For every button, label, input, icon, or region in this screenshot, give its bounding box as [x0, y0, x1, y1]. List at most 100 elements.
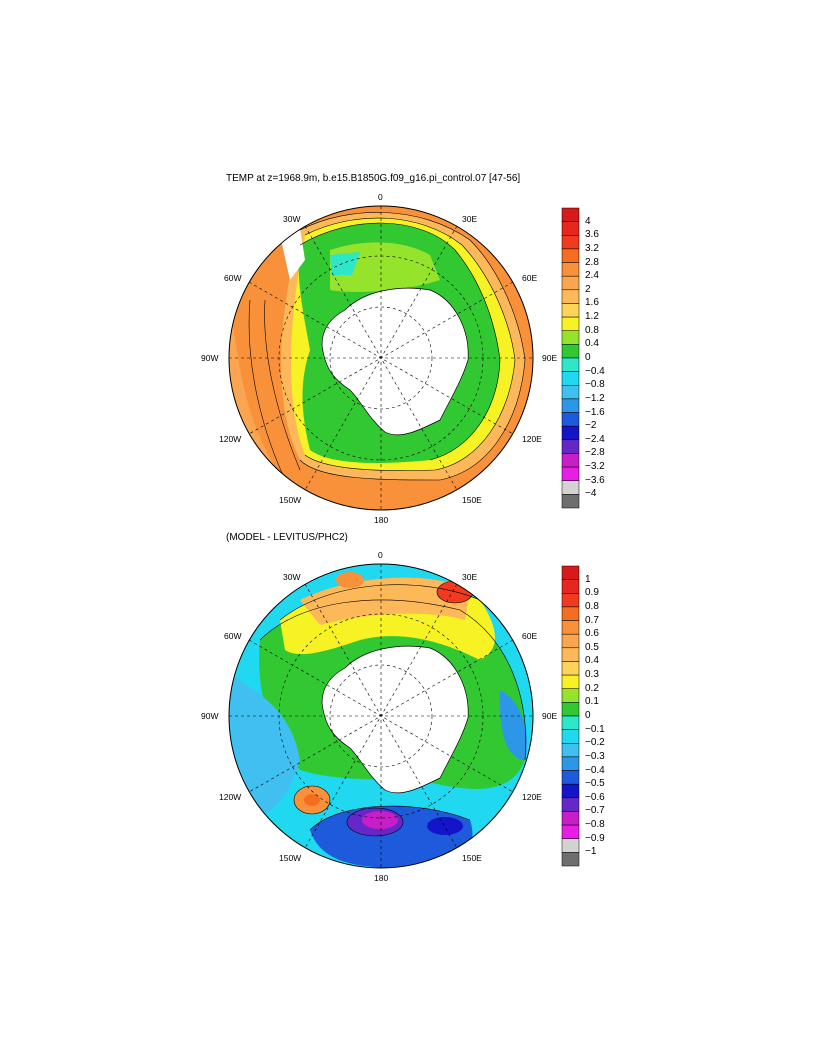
top-colorbar-box — [561, 425, 580, 441]
top-colorbar-box — [561, 344, 580, 359]
top-colorbar-tick-label: −2.8 — [585, 447, 605, 459]
bottom-lon-60e: 60E — [522, 631, 538, 641]
top-colorbar-box — [561, 303, 580, 318]
top-colorbar-box — [561, 453, 580, 468]
bottom-colorbar-tick-label: −0.4 — [585, 764, 605, 776]
bottom-colorbar-tick-label: 0.8 — [585, 600, 599, 612]
bottom-colorbar — [561, 565, 580, 867]
top-colorbar-box — [561, 207, 580, 222]
top-colorbar-tick-label: 2 — [585, 283, 591, 295]
top-colorbar-box — [561, 248, 580, 263]
top-colorbar-box — [561, 275, 580, 291]
bottom-colorbar-tick-label: 0.9 — [585, 587, 599, 599]
bottom-colorbar-tick-label: 0.3 — [585, 669, 599, 681]
bottom-lon-120w: 120W — [219, 792, 242, 802]
bottom-lon-90e: 90E — [542, 711, 558, 721]
top-colorbar-box — [561, 316, 580, 331]
top-colorbar-tick-label: −4 — [585, 488, 597, 500]
bottom-colorbar-box — [561, 579, 580, 594]
bottom-colorbar-tick-label: −0.3 — [585, 750, 605, 762]
top-colorbar-tick-label: −0.8 — [585, 379, 605, 391]
top-colorbar-box — [561, 221, 580, 236]
bottom-lon-180: 180 — [374, 873, 389, 883]
top-colorbar-tick-label: −0.4 — [585, 365, 605, 377]
bottom-colorbar-box — [561, 770, 580, 785]
top-lon-60e: 60E — [522, 273, 538, 283]
top-lon-120w: 120W — [219, 434, 242, 444]
top-map-title: TEMP at z=1968.9m, b.e15.B1850G.f09_g16.… — [226, 173, 521, 184]
top-colorbar-box — [561, 494, 580, 509]
bottom-colorbar-box — [561, 756, 580, 771]
bottom-colorbar-tick-label: 0 — [585, 710, 591, 721]
top-colorbar-tick-label: −1.2 — [585, 392, 605, 404]
bottom-colorbar-tick-label: 0.7 — [585, 614, 599, 626]
bottom-colorbar-tick-label: −0.7 — [585, 805, 605, 817]
bottom-colorbar-tick-label: −0.9 — [585, 832, 605, 844]
bottom-colorbar-tick-label: −0.5 — [585, 778, 605, 790]
bottom-colorbar-box — [561, 852, 580, 867]
top-colorbar-tick-label: −2.4 — [585, 433, 605, 445]
bottom-colorbar-box — [561, 688, 580, 703]
bottom-lon-0: 0 — [378, 550, 383, 560]
top-colorbar-tick-label: 0 — [585, 352, 591, 363]
bottom-colorbar-tick-label: −0.2 — [585, 737, 605, 749]
bottom-colorbar-box — [561, 565, 580, 580]
bottom-lon-90w: 90W — [201, 711, 219, 721]
bottom-lon-120e: 120E — [522, 792, 542, 802]
top-colorbar-tick-label: −3.2 — [585, 461, 605, 473]
bottom-map — [228, 563, 534, 869]
bottom-colorbar-tick-label: −0.6 — [585, 791, 605, 803]
top-colorbar-tick-label: 0.8 — [585, 324, 599, 336]
top-colorbar-box — [561, 439, 580, 454]
bottom-colorbar-tick-label: 0.1 — [585, 696, 599, 708]
bottom-colorbar-tick-label: −1 — [585, 846, 597, 858]
bottom-colorbar-box — [561, 661, 580, 676]
bottom-colorbar-tick-label: 0.6 — [585, 628, 599, 640]
top-lon-60w: 60W — [224, 273, 242, 283]
bottom-colorbar-tick-label: 0.2 — [585, 682, 599, 694]
bottom-colorbar-box — [561, 811, 580, 826]
top-lon-180: 180 — [374, 515, 389, 525]
top-colorbar-box — [561, 412, 580, 427]
bottom-graticule — [229, 564, 533, 868]
top-lon-150w: 150W — [279, 495, 302, 505]
top-colorbar-box — [561, 235, 580, 250]
bottom-lon-30e: 30E — [462, 572, 478, 582]
top-colorbar — [561, 207, 580, 509]
top-colorbar-tick-label: −1.6 — [585, 406, 605, 418]
top-colorbar-tick-label: 1.2 — [585, 311, 599, 323]
bottom-map-title: (MODEL - LEVITUS/PHC2) — [226, 532, 348, 543]
bottom-map-border — [228, 563, 534, 869]
bottom-colorbar-box — [561, 729, 580, 744]
top-colorbar-box — [561, 466, 580, 481]
top-graticule — [229, 206, 533, 510]
bottom-colorbar-tick-label: −0.8 — [585, 819, 605, 831]
top-lon-90e: 90E — [542, 353, 558, 363]
bottom-colorbar-tick-label: 0.4 — [585, 655, 599, 667]
bottom-colorbar-box — [561, 783, 580, 799]
top-colorbar-tick-label: 3.6 — [585, 229, 599, 241]
bottom-colorbar-tick-label: −0.1 — [585, 723, 605, 735]
bottom-colorbar-box — [561, 593, 580, 608]
bottom-colorbar-box — [561, 797, 580, 812]
bottom-lon-60w: 60W — [224, 631, 242, 641]
bottom-colorbar-box — [561, 824, 580, 839]
bottom-colorbar-box — [561, 743, 580, 758]
top-lon-120e: 120E — [522, 434, 542, 444]
bottom-colorbar-tick-label: 1 — [585, 573, 591, 585]
top-lon-30w: 30W — [283, 214, 301, 224]
top-map-field — [229, 206, 533, 510]
top-colorbar-box — [561, 398, 580, 413]
top-colorbar-box — [561, 330, 580, 345]
top-colorbar-tick-label: 0.4 — [585, 338, 599, 350]
top-colorbar-tick-label: 2.8 — [585, 256, 599, 268]
bottom-colorbar-box — [561, 633, 580, 649]
top-colorbar-box — [561, 371, 580, 386]
top-map-border — [228, 205, 534, 511]
top-colorbar-tick-label: 4 — [585, 215, 591, 227]
bottom-lon-150w: 150W — [279, 853, 302, 863]
bottom-colorbar-box — [561, 620, 580, 635]
top-colorbar-box — [561, 262, 580, 277]
top-colorbar-tick-label: −3.6 — [585, 474, 605, 486]
